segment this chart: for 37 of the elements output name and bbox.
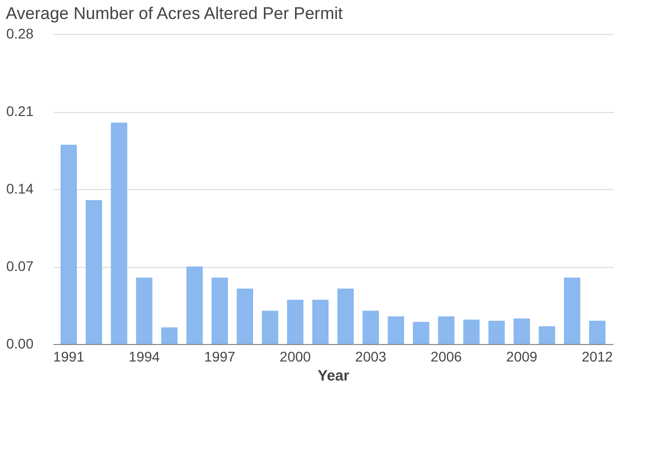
bar — [514, 318, 530, 344]
x-tick-label: 2009 — [506, 348, 538, 364]
bar — [463, 320, 480, 344]
bar — [488, 320, 505, 344]
bar — [236, 288, 254, 344]
bar — [136, 278, 152, 344]
bar — [186, 266, 203, 344]
x-axis-title: Year — [318, 368, 350, 384]
x-tick-label: 2000 — [280, 348, 312, 364]
bar — [312, 300, 329, 344]
bar — [388, 316, 404, 344]
x-tick-label: 2006 — [430, 348, 462, 364]
x-tick-label: 1994 — [128, 348, 160, 364]
bar — [362, 310, 379, 344]
y-tick-label: 0.14 — [6, 180, 34, 196]
bar — [438, 316, 454, 344]
x-tick-label: 2003 — [355, 348, 387, 364]
chart-title: Average Number of Acres Altered Per Permit — [6, 4, 344, 23]
bar — [564, 278, 580, 344]
bar — [86, 200, 102, 344]
x-tick-label: 2012 — [582, 348, 614, 364]
y-tick-label: 0.00 — [6, 336, 34, 352]
bar — [287, 300, 304, 344]
y-tick-label: 0.07 — [6, 258, 34, 274]
bar — [110, 122, 128, 344]
bar — [412, 322, 430, 344]
y-tick-label: 0.28 — [6, 26, 34, 42]
y-tick-label: 0.21 — [6, 103, 34, 119]
bar — [589, 320, 606, 344]
bar — [538, 326, 556, 344]
x-tick-label: 1991 — [53, 348, 85, 364]
x-tick-label: 1997 — [204, 348, 236, 364]
bar — [337, 288, 354, 344]
bar — [161, 327, 178, 344]
bar — [212, 278, 228, 344]
bar — [60, 144, 77, 344]
bar — [262, 310, 278, 344]
